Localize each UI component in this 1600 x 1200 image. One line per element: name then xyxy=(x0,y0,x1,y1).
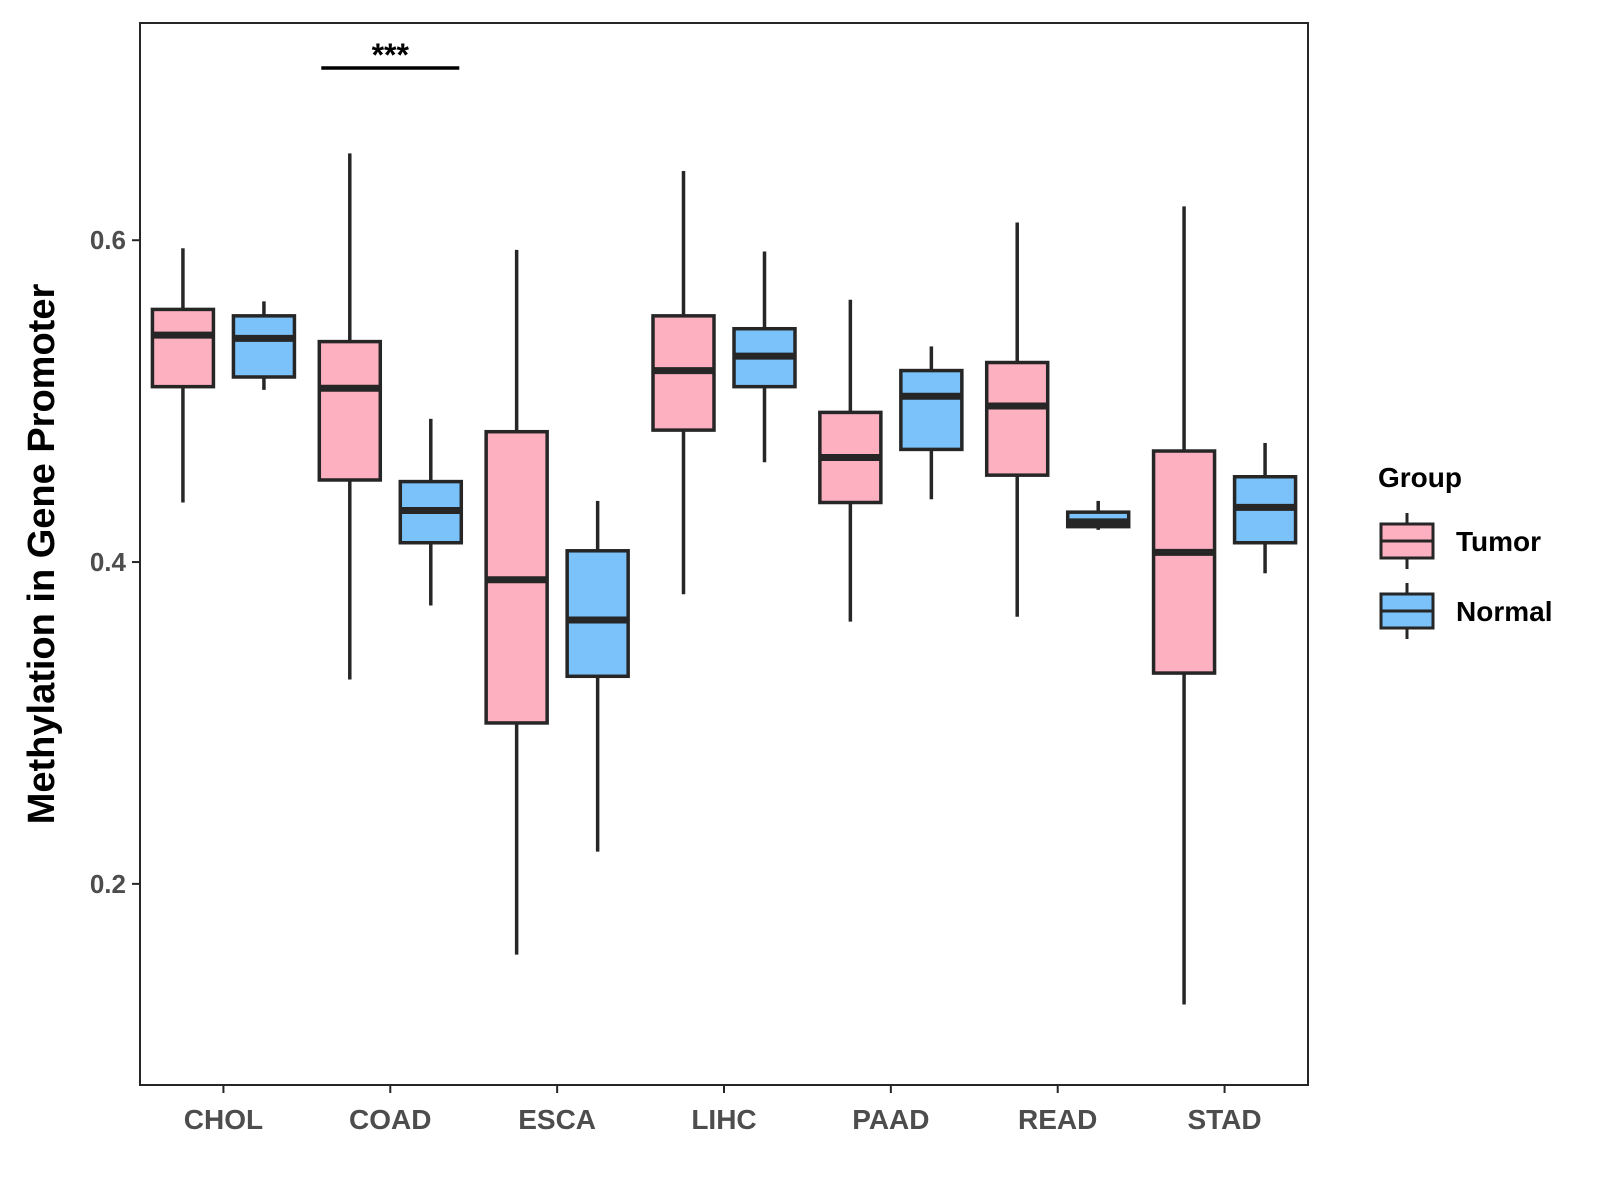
significance-label: *** xyxy=(372,37,410,73)
plot-area: *** xyxy=(150,37,1298,1005)
box-esca-normal xyxy=(565,500,630,852)
box-coad-tumor xyxy=(317,153,383,680)
y-tick-label: 0.6 xyxy=(90,225,126,255)
box-chol-tumor xyxy=(150,248,216,503)
box-iqr xyxy=(150,307,216,389)
box-lihc-normal xyxy=(732,251,797,463)
box-iqr xyxy=(899,368,964,452)
x-tick-label: PAAD xyxy=(852,1104,929,1135)
legend-label-normal: Normal xyxy=(1456,596,1552,627)
legend-label-tumor: Tumor xyxy=(1456,526,1541,557)
box-iqr xyxy=(984,360,1050,477)
legend-item-tumor: Tumor xyxy=(1379,513,1541,569)
y-tick-label: 0.4 xyxy=(90,547,127,577)
y-axis-label: Methylation in Gene Promoter xyxy=(21,284,63,825)
box-iqr xyxy=(231,314,297,379)
y-tick-label: 0.2 xyxy=(90,869,126,899)
legend-title: Group xyxy=(1378,462,1462,493)
box-stad-tumor xyxy=(1151,206,1217,1005)
x-tick-label: STAD xyxy=(1187,1104,1261,1135)
box-read-normal xyxy=(1065,500,1131,530)
legend-items: Tumor Normal xyxy=(1379,513,1552,639)
significance-coad: *** xyxy=(321,37,460,73)
box-stad-normal xyxy=(1232,442,1298,574)
legend-item-normal: Normal xyxy=(1379,583,1552,639)
x-tick-label: READ xyxy=(1018,1104,1097,1135)
x-tick-label: COAD xyxy=(349,1104,431,1135)
x-tick-label: ESCA xyxy=(518,1104,596,1135)
box-iqr xyxy=(1151,449,1217,675)
x-tick-label: CHOL xyxy=(184,1104,263,1135)
box-chol-normal xyxy=(231,301,297,390)
box-paad-tumor xyxy=(818,299,883,622)
box-lihc-tumor xyxy=(651,171,716,595)
box-iqr xyxy=(565,549,630,679)
x-tick-label: LIHC xyxy=(691,1104,756,1135)
box-paad-normal xyxy=(899,346,964,500)
axes: 0.2 0.4 0.6 CHOL COAD ESCA LIHC PAAD READ STAD xyxy=(90,225,1262,1135)
box-esca-tumor xyxy=(484,249,549,955)
box-coad-normal xyxy=(398,418,464,606)
legend: Group Tumor Normal xyxy=(1378,462,1552,639)
box-iqr xyxy=(317,339,383,482)
box-read-tumor xyxy=(984,222,1050,617)
